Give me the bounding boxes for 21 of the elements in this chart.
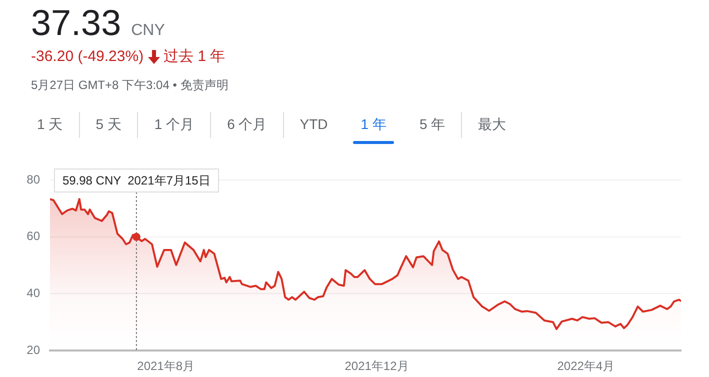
text: 5 年 xyxy=(418,115,446,134)
text: 6 个月 xyxy=(210,112,283,138)
y-tick-label: 80 xyxy=(26,172,40,186)
x-tick-label: 2021年12月 xyxy=(344,359,409,374)
text: 1 年 xyxy=(360,115,388,134)
text: 5 天 xyxy=(78,112,138,138)
chart-title: 37.33 xyxy=(31,2,122,43)
text: YTD xyxy=(282,112,344,138)
annotation: 59.98 CNY 2021年7月15日 xyxy=(62,173,210,188)
text: 1 天 xyxy=(36,115,64,134)
chart-subtitle: CNY xyxy=(131,22,165,39)
y-tick-label: 20 xyxy=(26,342,40,357)
x-tick-label: 2021年8月 xyxy=(137,359,195,374)
x-tick-label: 2022年4月 xyxy=(557,359,615,374)
y-tick-label: 40 xyxy=(26,286,40,300)
y-tick-label: 60 xyxy=(26,229,40,244)
text: -36.20 (-49.23%) xyxy=(31,48,144,65)
text: 过去 1 年 xyxy=(164,47,226,66)
text: 最大 xyxy=(461,112,522,138)
text: 1 个月 xyxy=(137,112,210,138)
text: 5月27日 GMT+8 下午3:04 • 免责声明 xyxy=(31,77,228,94)
